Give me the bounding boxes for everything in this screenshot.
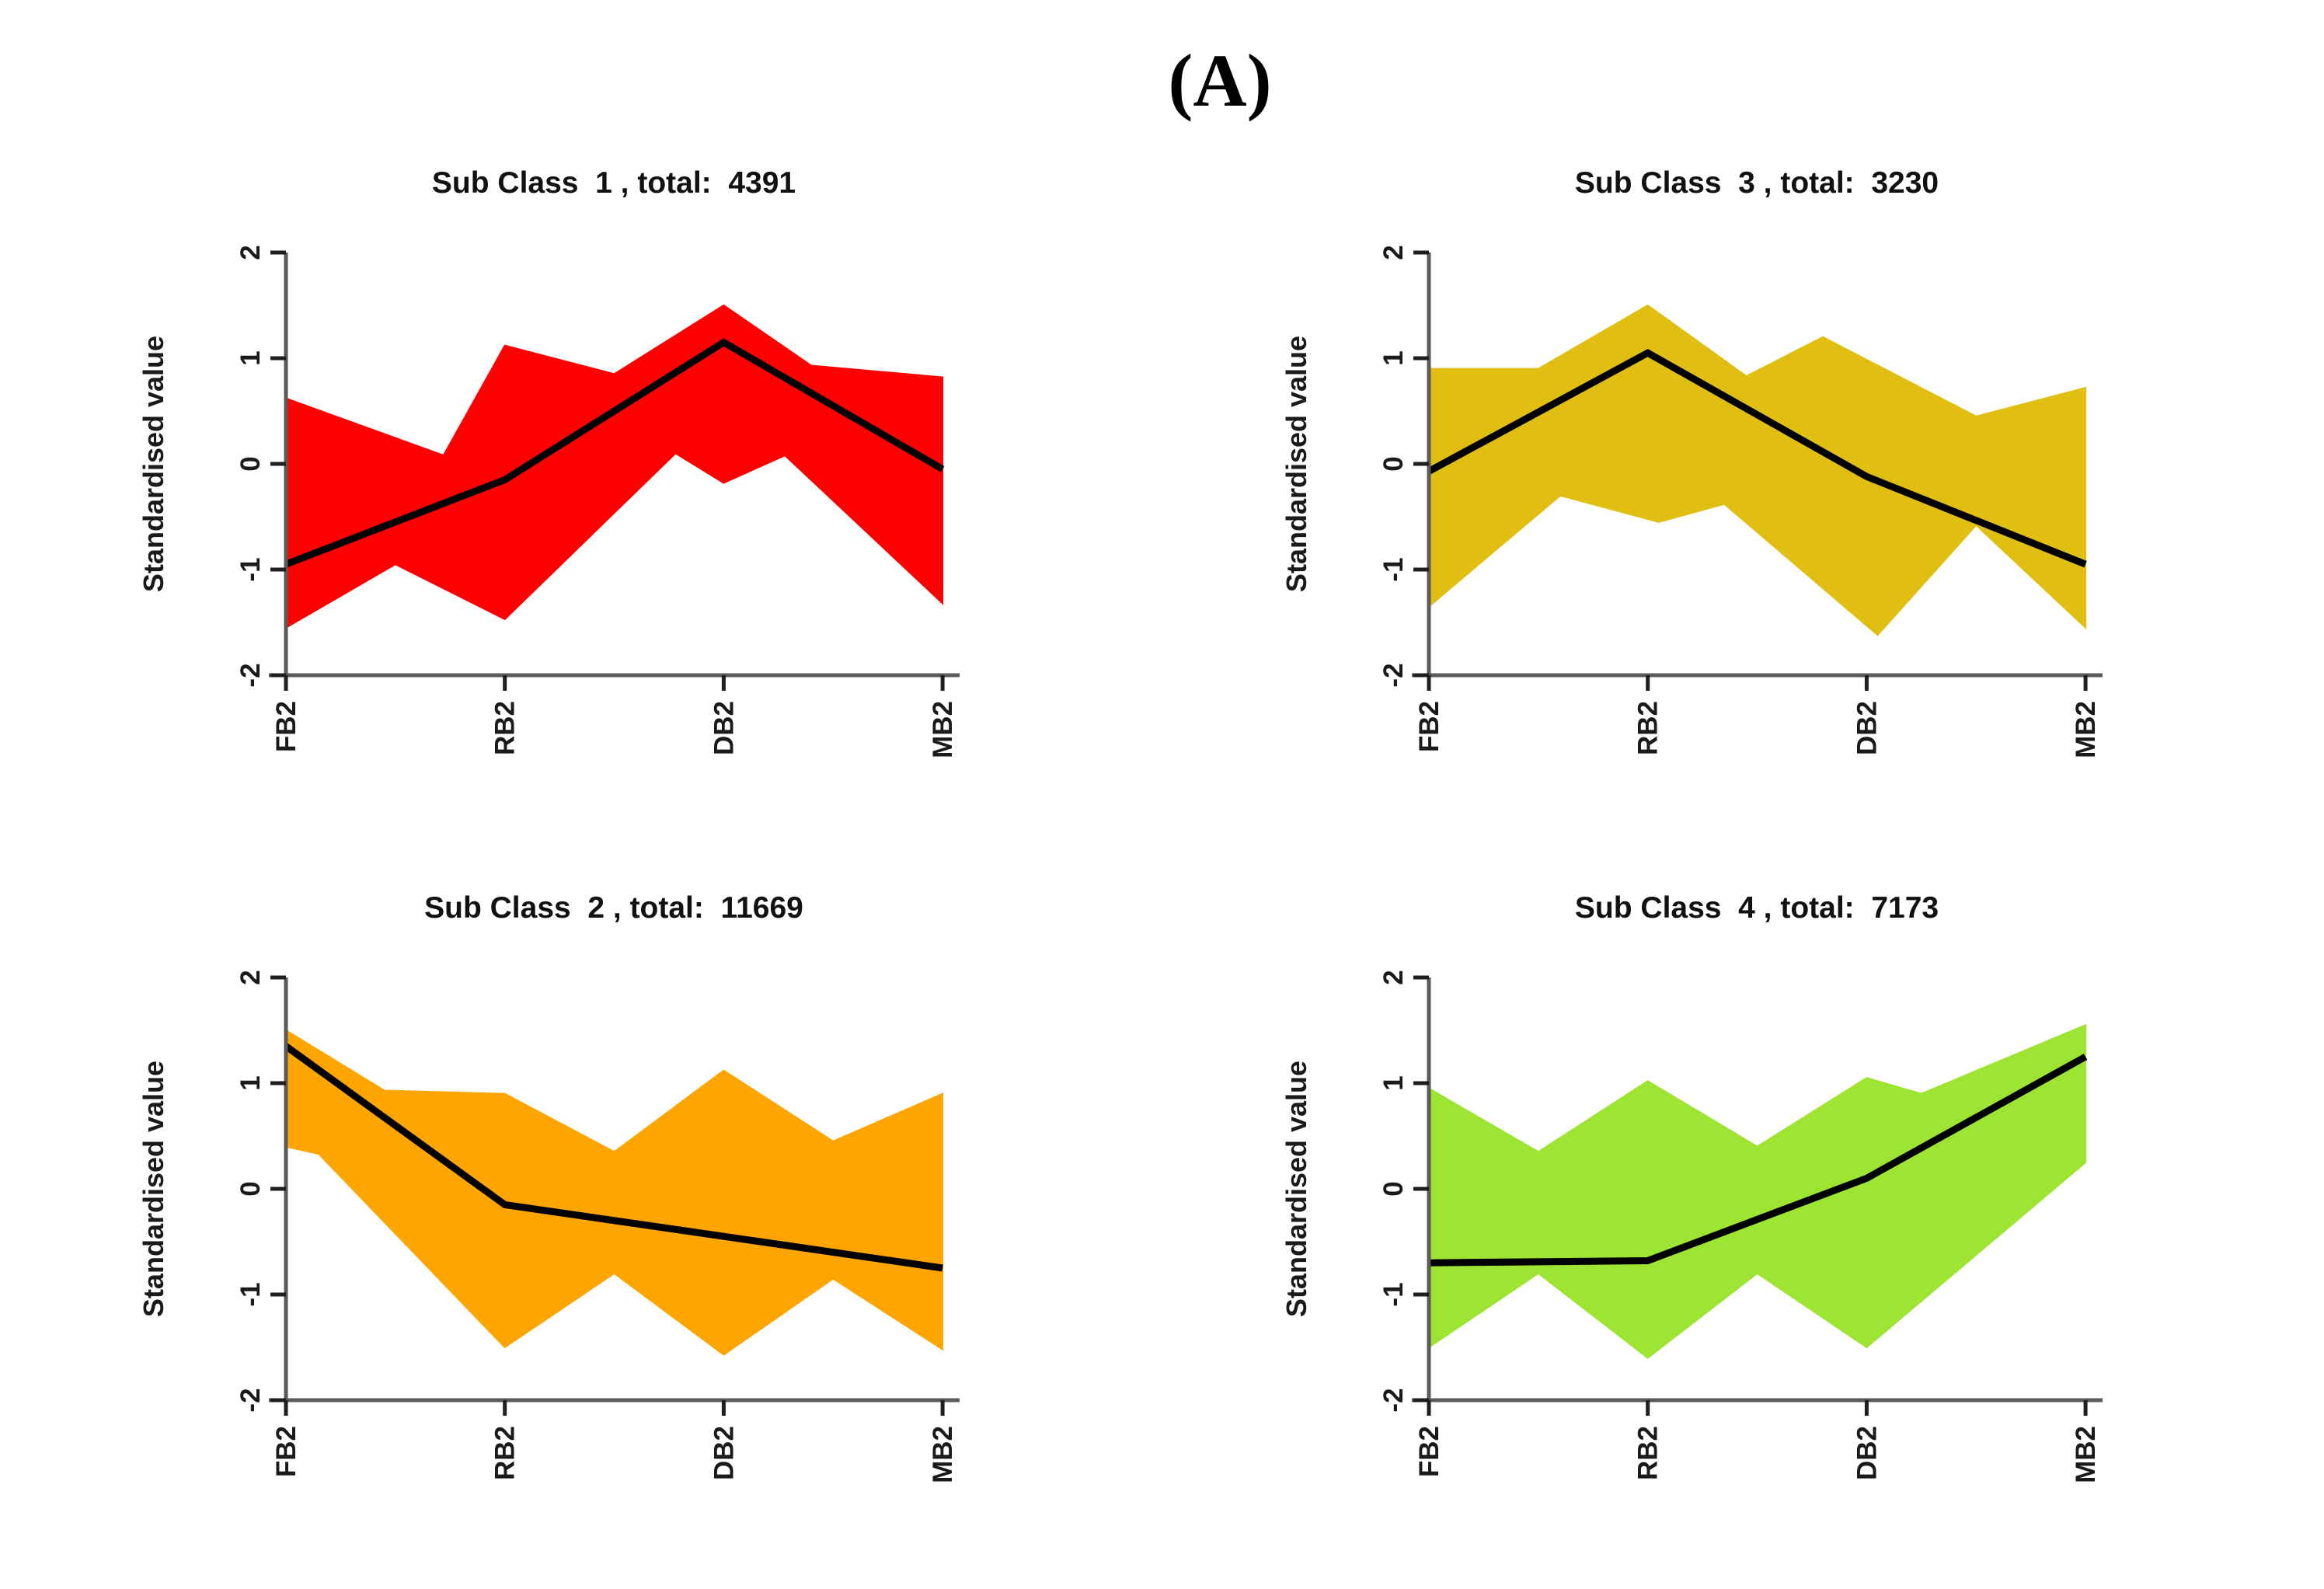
- x-tick-label: MB2: [928, 1426, 958, 1483]
- cluster-mean-line: [284, 1043, 943, 1272]
- y-tick-label: 1: [1378, 350, 1409, 365]
- y-tick-label: -2: [1378, 1388, 1409, 1412]
- x-tick-label: FB2: [1414, 701, 1444, 752]
- cluster-band: [1428, 1023, 2087, 1359]
- y-tick-label: 2: [235, 245, 266, 260]
- y-tick-label: 1: [235, 350, 266, 365]
- sub-class-1-chart: Sub Class 1 , total: 4391 -2 -1 0 1 2 FB2 RB2 D…: [138, 166, 960, 758]
- x-tick-label: MB2: [2071, 701, 2101, 758]
- x-tick-label: FB2: [1414, 1426, 1444, 1477]
- x-tick-label: DB2: [709, 701, 739, 755]
- y-tick-label: 2: [1378, 970, 1409, 984]
- y-tick-label: -2: [235, 663, 266, 687]
- sub-class-2-chart: Sub Class 2 , total: 11669 -2 -1 0 1 2 FB2 RB2…: [138, 891, 960, 1483]
- cluster-band: [285, 1029, 944, 1356]
- x-tick-label: DB2: [1852, 701, 1882, 755]
- y-tick-label: 2: [235, 970, 266, 984]
- y-tick-label: -1: [235, 557, 266, 581]
- figure-label: (A): [1168, 39, 1272, 122]
- panel-sub-class-1: Sub Class 1 , total: 4391 -2 -1 0 1 2 FB2 RB2 D…: [117, 117, 1119, 862]
- y-tick-label: -1: [235, 1282, 266, 1306]
- panel-title: Sub Class 1 , total: 4391: [432, 166, 796, 200]
- y-tick-label: 2: [1378, 245, 1409, 260]
- y-axis-title: Standardised value: [138, 336, 169, 592]
- y-tick-label: -1: [1378, 557, 1409, 581]
- x-tick-label: RB2: [1633, 1426, 1664, 1480]
- x-tick-label: FB2: [271, 1426, 301, 1477]
- panel-sub-class-2: Sub Class 2 , total: 11669 -2 -1 0 1 2 FB2 RB2…: [117, 842, 1119, 1587]
- y-tick-label: 0: [1378, 1181, 1409, 1196]
- y-tick-label: -2: [235, 1388, 266, 1412]
- cluster-band: [1428, 304, 2087, 636]
- y-axis-title: Standardised value: [1280, 336, 1312, 592]
- x-tick-label: MB2: [2071, 1426, 2101, 1483]
- x-tick-label: DB2: [1852, 1426, 1882, 1480]
- sub-class-4-chart: Sub Class 4 , total: 7173 -2 -1 0 1 2 FB2 RB2 D…: [1280, 891, 2103, 1483]
- plot-area: -2 -1 0 1 2 FB2 RB2 DB2 MB2 Standardised value: [1280, 970, 2103, 1483]
- sub-class-3-chart: Sub Class 3 , total: 3230 -2 -1 0 1 2 FB2 RB2 D…: [1280, 166, 2103, 758]
- cluster-band: [285, 304, 944, 629]
- x-tick-label: DB2: [709, 1426, 739, 1480]
- x-tick-label: MB2: [928, 701, 958, 758]
- y-tick-label: 1: [235, 1075, 266, 1090]
- y-tick-label: -2: [1378, 663, 1409, 687]
- cluster-mean-line: [1428, 1054, 2088, 1267]
- cluster-mean-line: [1427, 349, 2087, 568]
- x-tick-label: RB2: [1633, 701, 1664, 755]
- y-tick-label: -1: [1378, 1282, 1409, 1306]
- y-tick-label: 1: [1378, 1075, 1409, 1090]
- y-tick-label: 0: [235, 1181, 266, 1196]
- x-tick-label: RB2: [490, 1426, 521, 1480]
- panel-sub-class-4: Sub Class 4 , total: 7173 -2 -1 0 1 2 FB2 RB2 D…: [1260, 842, 2262, 1587]
- panel-sub-class-3: Sub Class 3 , total: 3230 -2 -1 0 1 2 FB2 RB2 D…: [1260, 117, 2262, 862]
- panel-title: Sub Class 2 , total: 11669: [424, 891, 803, 925]
- y-tick-label: 0: [235, 456, 266, 471]
- plot-area: -2 -1 0 1 2 FB2 RB2 DB2 MB2 Standardised value: [138, 970, 960, 1483]
- cluster-mean-line: [284, 338, 945, 568]
- panel-title: Sub Class 3 , total: 3230: [1575, 166, 1939, 200]
- y-tick-label: 0: [1378, 456, 1409, 471]
- y-axis-title: Standardised value: [138, 1061, 169, 1317]
- panel-title: Sub Class 4 , total: 7173: [1575, 891, 1939, 925]
- x-tick-label: RB2: [490, 701, 521, 755]
- x-tick-label: FB2: [271, 701, 301, 752]
- plot-area: -2 -1 0 1 2 FB2 RB2 DB2 MB2 Standardised value: [1280, 245, 2103, 758]
- plot-area: -2 -1 0 1 2 FB2 RB2 DB2 MB2 Standardised value: [138, 245, 960, 758]
- y-axis-title: Standardised value: [1280, 1061, 1312, 1317]
